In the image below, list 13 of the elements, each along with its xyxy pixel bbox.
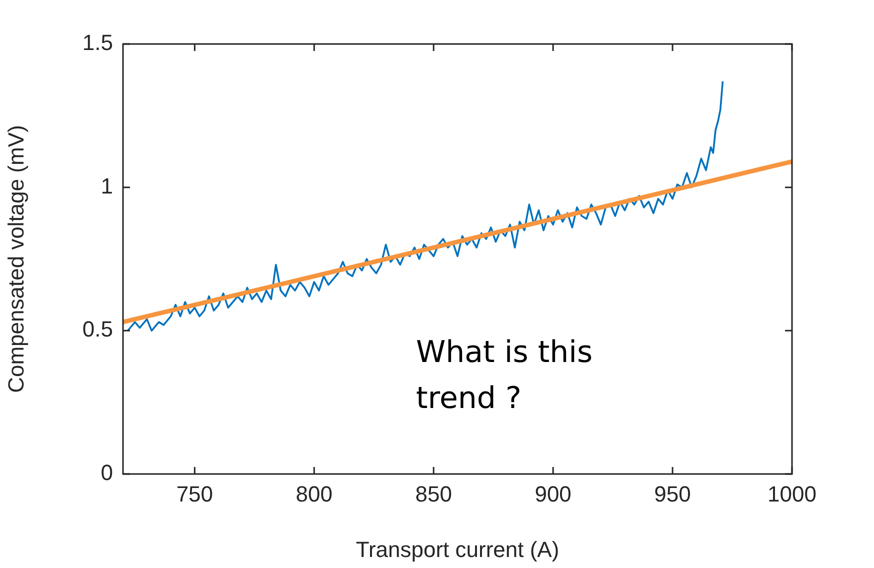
x-tick-label: 750 (176, 481, 214, 506)
x-tick-label: 850 (415, 481, 452, 506)
y-axis-title: Compensated voltage (mV) (3, 125, 28, 393)
y-tick-label: 0.5 (82, 316, 113, 342)
y-tick-label: 1.5 (82, 30, 113, 56)
x-axis-title: Transport current (A) (356, 536, 560, 562)
x-tick-label: 900 (534, 481, 572, 506)
x-tick-label: 950 (654, 481, 691, 506)
y-tick-label: 0 (100, 460, 113, 486)
annotation: What is this trend ? (416, 334, 594, 418)
y-tick-label: 1 (100, 173, 113, 198)
x-tick-label: 800 (296, 481, 332, 506)
x-tick-label: 1000 (768, 481, 816, 506)
